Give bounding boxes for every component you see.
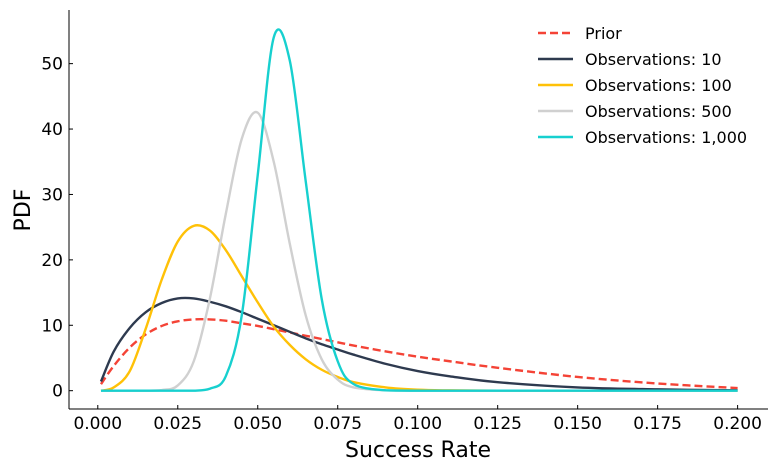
y-tick-label: 40 <box>41 120 63 140</box>
legend-label-2: Observations: 100 <box>585 76 732 95</box>
y-tick-label: 30 <box>41 185 63 205</box>
legend-label-1: Observations: 10 <box>585 50 722 69</box>
y-tick-label: 50 <box>41 55 63 75</box>
legend-label-4: Observations: 1,000 <box>585 128 747 147</box>
x-tick-label: 0.000 <box>73 414 122 434</box>
series-line-3 <box>100 110 738 392</box>
legend: Prior Observations: 10 Observations: 100 Ob… <box>538 24 747 147</box>
x-tick-label: 0.150 <box>553 414 602 434</box>
y-tick-label: 10 <box>41 316 63 336</box>
y-ticks: 0 10 20 30 40 50 <box>41 55 73 402</box>
plot-lines <box>99 28 738 392</box>
legend-label-0: Prior <box>585 24 622 43</box>
x-tick-label: 0.025 <box>153 414 202 434</box>
x-tick-label: 0.075 <box>313 414 362 434</box>
x-axis-title: Success Rate <box>345 438 491 463</box>
y-tick-label: 0 <box>52 382 63 402</box>
x-tick-label: 0.125 <box>473 414 522 434</box>
series-line-4 <box>100 28 738 392</box>
x-tick-label: 0.100 <box>393 414 442 434</box>
y-axis-title: PDF <box>11 189 36 232</box>
y-tick-label: 20 <box>41 251 63 271</box>
series-line-1 <box>99 296 738 392</box>
x-ticks: 0.000 0.025 0.050 0.075 0.100 0.125 0.150 0.175… <box>73 405 762 434</box>
legend-label-3: Observations: 500 <box>585 102 732 121</box>
x-tick-label: 0.200 <box>713 414 762 434</box>
series-line-2 <box>100 224 738 392</box>
series-line-0 <box>100 317 738 390</box>
x-tick-label: 0.175 <box>633 414 682 434</box>
x-tick-label: 0.050 <box>233 414 282 434</box>
